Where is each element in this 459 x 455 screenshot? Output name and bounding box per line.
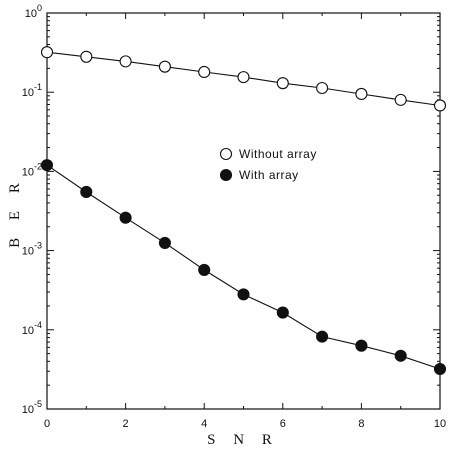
data-point-without-array	[394, 93, 407, 106]
x-tick-label: 6	[280, 418, 286, 430]
x-tick-label: 0	[44, 418, 50, 430]
y-tick-label: 10-5	[22, 399, 42, 416]
data-point-without-array	[198, 65, 211, 79]
data-point-without-array	[119, 55, 132, 68]
data-point-without-array	[316, 81, 329, 95]
data-point-with-array	[433, 362, 447, 376]
data-point-without-array	[355, 87, 368, 101]
data-point-with-array	[158, 236, 171, 249]
series-with-array	[40, 159, 447, 376]
data-point-with-array	[40, 159, 54, 172]
legend: Without array With array	[219, 147, 317, 182]
legend-label: Without array	[239, 147, 317, 161]
data-point-without-array	[237, 71, 250, 84]
legend-marker	[219, 168, 233, 182]
data-point-with-array	[119, 211, 132, 224]
series-line-with-array	[46, 164, 441, 370]
legend-marker	[219, 147, 233, 161]
data-point-with-array	[276, 306, 289, 319]
y-tick-label: 10-2	[22, 161, 42, 178]
y-tick-label: 10-4	[22, 320, 42, 337]
x-axis-label: S N R	[207, 432, 279, 448]
data-point-with-array	[355, 339, 368, 352]
x-tick-label: 8	[358, 418, 364, 430]
data-point-with-array	[237, 288, 250, 301]
y-tick-label: 10-3	[22, 241, 42, 258]
y-tick-label: 100	[25, 3, 42, 20]
x-tick-label: 2	[123, 418, 129, 430]
data-point-with-array	[80, 185, 93, 199]
series-layer	[40, 46, 447, 376]
data-point-without-array	[158, 60, 171, 73]
y-tick-label: 10-1	[22, 82, 42, 99]
legend-label: With array	[239, 168, 299, 182]
data-point-without-array	[40, 46, 54, 59]
data-point-with-array	[316, 330, 329, 343]
y-axis-label: B E R	[7, 176, 23, 248]
data-point-without-array	[433, 99, 447, 112]
x-tick-label: 10	[434, 418, 446, 430]
series-without-array	[40, 46, 447, 112]
data-point-with-array	[198, 263, 211, 276]
data-point-with-array	[394, 349, 407, 362]
data-point-without-array	[80, 50, 93, 63]
x-tick-label: 4	[201, 418, 207, 430]
y-axis-ticks: 100 10-1 10-2 10-3 10-4 10-5	[22, 3, 440, 416]
data-point-without-array	[276, 77, 289, 90]
x-axis-ticks: 0 2 4 6 8 10	[44, 13, 446, 430]
